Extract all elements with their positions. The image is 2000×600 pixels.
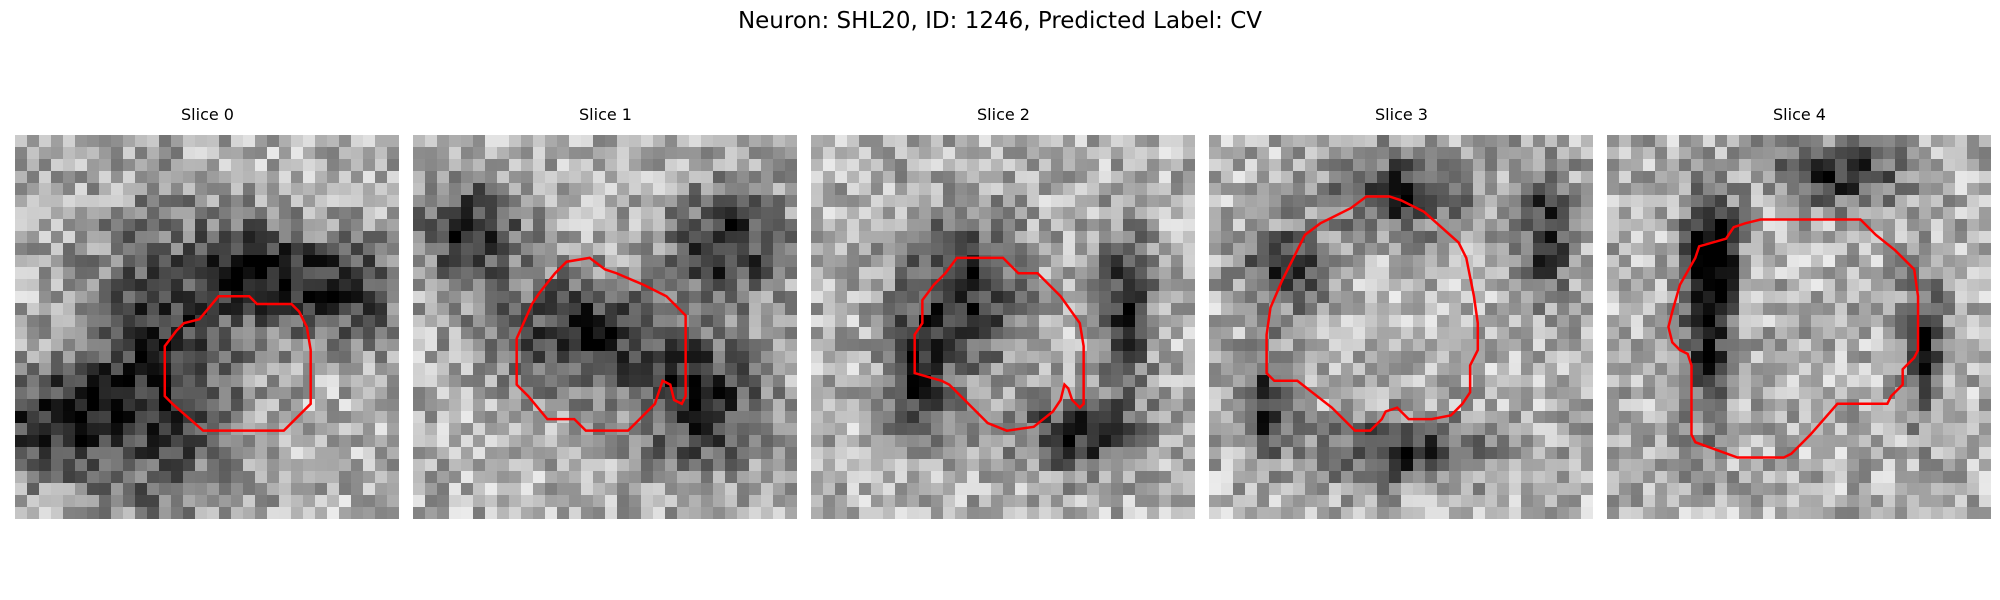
pixel-grid <box>1607 135 1991 519</box>
figure-title: Neuron: SHL20, ID: 1246, Predicted Label… <box>737 8 1263 34</box>
slice-0-image <box>15 135 399 519</box>
slice-2-image <box>811 135 1195 519</box>
slice-2-title: Slice 2 <box>977 105 1030 124</box>
roi-contour <box>1667 218 1920 459</box>
roi-contour <box>163 295 312 432</box>
slice-3-title: Slice 3 <box>1375 105 1428 124</box>
roi-contour <box>1265 195 1480 432</box>
pixel-grid <box>413 135 797 519</box>
roi-contour <box>515 256 687 432</box>
slice-1-title: Slice 1 <box>579 105 632 124</box>
slice-1-image <box>413 135 797 519</box>
slice-4-image <box>1607 135 1991 519</box>
slice-0-title: Slice 0 <box>181 105 234 124</box>
pixel-grid <box>15 135 399 519</box>
slice-3-image <box>1209 135 1593 519</box>
pixel-grid <box>811 135 1195 519</box>
roi-contour <box>913 256 1085 432</box>
slice-4-title: Slice 4 <box>1773 105 1826 124</box>
